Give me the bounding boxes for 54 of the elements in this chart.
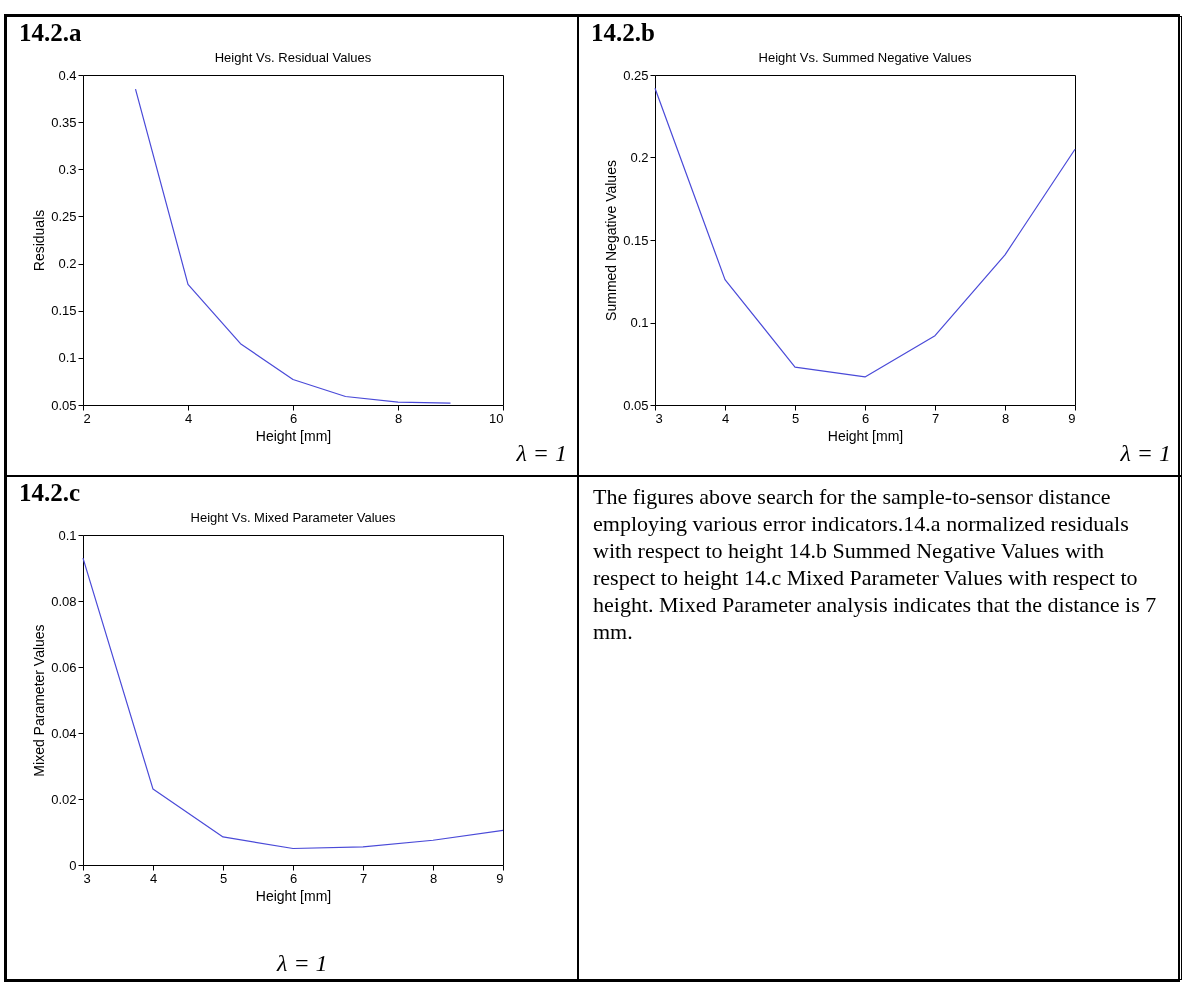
y-tick-label: 0.2 xyxy=(58,256,77,272)
x-tick-label: 8 xyxy=(394,410,403,426)
x-tick-label: 3 xyxy=(83,870,91,886)
x-tick-label: 9 xyxy=(496,870,504,886)
x-axis-title: Height [mm] xyxy=(255,887,332,904)
y-tick-label: 0.06 xyxy=(51,659,77,675)
text: The figures above search for the sample-to-sensor distance employing various error indicators.14.a normalized residuals with respect to height 14.b Summed Negative Values with respect to height 14.c Mixed Parameter Values with respect to height. Mixed Parameter analysis indicates that the distance is 7 mm. xyxy=(592,483,1158,646)
y-tick-label: 0.4 xyxy=(58,67,77,83)
x-tick-label: 7 xyxy=(931,410,940,426)
y-tick-label: 0.25 xyxy=(51,208,77,224)
x-tick-label: 3 xyxy=(655,410,663,426)
y-tick-label: 0.25 xyxy=(623,67,649,83)
x-tick-label: 10 xyxy=(489,410,504,426)
y-tick-label: 0.1 xyxy=(58,527,77,543)
x-tick-label: 7 xyxy=(359,870,368,886)
x-axis-title: Height [mm] xyxy=(827,427,904,444)
text: 14.2.a xyxy=(19,19,82,47)
x-tick-label: 6 xyxy=(289,870,298,886)
x-tick-label: 9 xyxy=(1068,410,1076,426)
y-tick-label: 0.08 xyxy=(51,593,77,609)
chart-title: Height Vs. Residual Values xyxy=(214,50,372,65)
y-tick-label: 0.1 xyxy=(630,315,649,330)
text: λ = 1 xyxy=(1120,440,1171,467)
y-tick-label: 0.15 xyxy=(623,232,649,248)
x-tick-label: 4 xyxy=(721,410,730,426)
x-tick-label: 2 xyxy=(83,410,91,426)
x-tick-label: 6 xyxy=(861,410,870,426)
y-axis-title: Summed Negative Values xyxy=(603,160,620,321)
chart-title: Height Vs. Mixed Parameter Values xyxy=(190,510,396,525)
chart-title: Height Vs. Summed Negative Values xyxy=(758,50,972,65)
text: 14.2.b xyxy=(591,19,655,47)
x-tick-label: 6 xyxy=(289,410,298,426)
y-tick-label: 0.35 xyxy=(51,114,77,130)
text: 14.2.c xyxy=(19,479,81,507)
y-tick-label: 0.1 xyxy=(58,350,77,366)
y-tick-label: 0.02 xyxy=(51,791,77,807)
y-tick-label: 0.05 xyxy=(623,397,649,413)
y-tick-label: 0 xyxy=(69,857,77,873)
x-axis-title: Height [mm] xyxy=(255,427,332,444)
y-tick-label: 0.3 xyxy=(58,161,77,177)
x-tick-label: 8 xyxy=(1001,410,1010,426)
x-tick-label: 4 xyxy=(149,870,158,886)
text: λ = 1 xyxy=(516,440,567,467)
x-tick-label: 5 xyxy=(219,870,228,886)
y-axis-title: Residuals xyxy=(31,209,48,272)
y-tick-label: 0.05 xyxy=(51,397,77,413)
y-tick-label: 0.15 xyxy=(51,303,77,319)
y-tick-label: 0.04 xyxy=(51,725,77,741)
y-axis-title: Mixed Parameter Values xyxy=(31,624,48,777)
x-tick-label: 5 xyxy=(791,410,800,426)
x-tick-label: 4 xyxy=(184,410,193,426)
y-tick-label: 0.2 xyxy=(630,150,649,165)
x-tick-label: 8 xyxy=(429,870,438,886)
text: λ = 1 xyxy=(277,950,328,977)
